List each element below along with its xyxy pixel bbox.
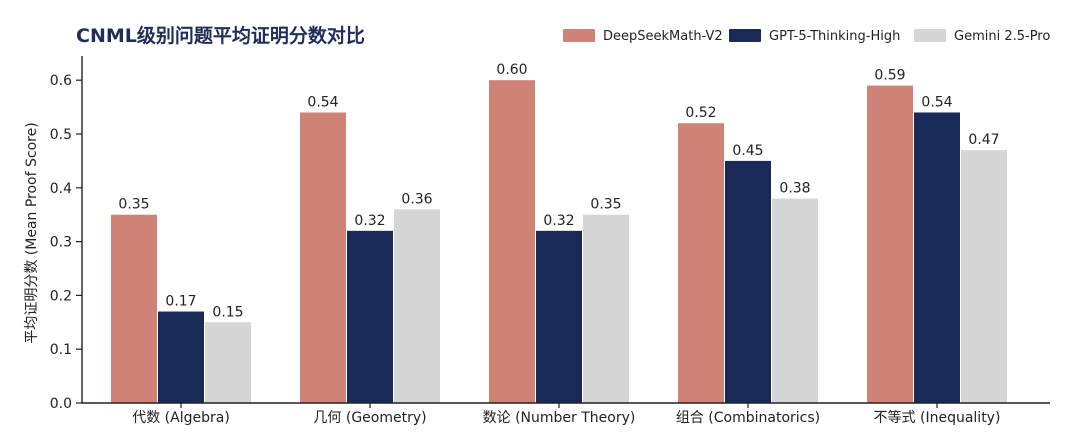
x-category-label: 不等式 (Inequality) [874,409,1001,426]
bar [347,230,393,403]
legend-label-gpt5: GPT-5-Thinking-High [769,29,900,44]
bar-value-label: 0.15 [212,304,243,320]
y-tick-label: 0.6 [50,73,72,89]
bar-value-label: 0.54 [307,94,338,110]
bar [583,214,629,403]
bar-value-label: 0.32 [543,213,574,229]
bar-value-label: 0.52 [685,105,716,121]
bar [772,198,818,403]
bar-value-label: 0.17 [165,294,196,310]
legend: DeepSeekMath-V2 GPT-5-Thinking-High Gemi… [563,29,1050,44]
y-tick-label: 0.4 [50,181,72,197]
bar [489,80,535,403]
legend-label-gemini: Gemini 2.5-Pro [954,29,1050,44]
bar-value-label: 0.59 [874,68,905,84]
x-category-label: 代数 (Algebra) [132,410,230,426]
bar-value-label: 0.47 [968,132,999,148]
bar-value-label: 0.45 [732,143,763,159]
legend-swatch-deepseek [563,29,595,42]
value-labels-group: 0.35 0.17 0.15 0.54 0.32 0.36 0.60 0.32 0.35 0.52… [118,62,999,320]
y-tick-label: 0.2 [50,288,72,304]
y-tick-label: 0.5 [50,127,72,143]
bar [394,209,440,403]
legend-swatch-gpt5 [729,29,761,42]
x-category-label: 组合 (Combinatorics) [676,410,820,426]
bar [867,85,913,403]
chart-title: CNML级别问题平均证明分数对比 [76,24,365,47]
legend-label-deepseek: DeepSeekMath-V2 [603,29,723,44]
bar [111,214,157,403]
bar [961,150,1007,403]
bar-value-label: 0.54 [921,94,952,110]
bar [205,322,251,403]
bar-value-label: 0.32 [354,213,385,229]
bar [914,112,960,403]
bars-group [111,80,1007,404]
bar [536,230,582,403]
y-tick-label: 0.0 [50,396,72,412]
bar-value-label: 0.36 [401,191,432,207]
legend-swatch-gemini [914,29,946,42]
bar [725,160,771,403]
bar-value-label: 0.35 [590,197,621,213]
bar-value-label: 0.38 [779,181,810,197]
x-category-label: 几何 (Geometry) [313,410,426,426]
y-tick-label: 0.3 [50,235,72,251]
bar [678,123,724,404]
category-labels-group: 代数 (Algebra) 几何 (Geometry) 数论 (Number Theo… [132,403,1000,426]
y-tick-label: 0.1 [50,342,72,358]
bar [158,311,204,403]
y-axis-ticks: 0.0 0.1 0.2 0.3 0.4 0.5 0.6 [50,73,82,412]
y-axis-title: 平均证明分数 (Mean Proof Score) [24,122,40,343]
x-category-label: 数论 (Number Theory) [483,410,636,426]
bar-value-label: 0.35 [118,197,149,213]
bar [300,112,346,403]
bar-value-label: 0.60 [496,62,527,78]
